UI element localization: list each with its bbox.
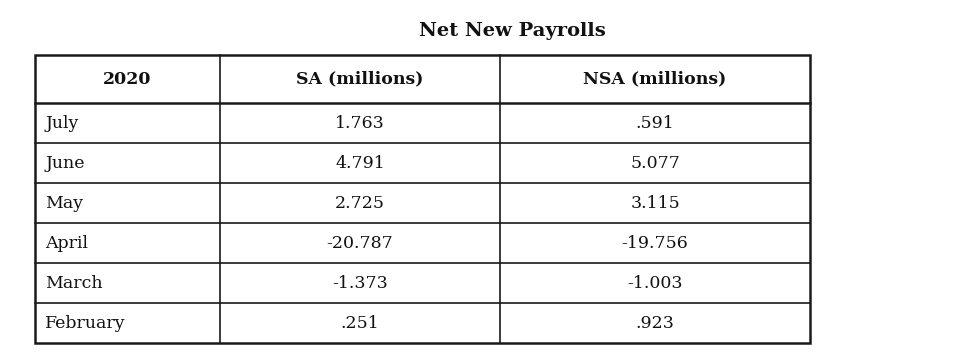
Text: April: April: [45, 234, 88, 252]
Text: -1.003: -1.003: [627, 274, 683, 292]
Text: March: March: [45, 274, 103, 292]
Text: Net New Payrolls: Net New Payrolls: [419, 22, 606, 40]
Text: SA (millions): SA (millions): [297, 71, 423, 87]
Text: 1.763: 1.763: [335, 115, 385, 131]
Text: .591: .591: [636, 115, 674, 131]
Text: .251: .251: [341, 314, 379, 332]
Text: February: February: [45, 314, 126, 332]
Text: July: July: [45, 115, 79, 131]
Text: 2020: 2020: [104, 71, 152, 87]
Text: -1.373: -1.373: [332, 274, 388, 292]
Text: 3.115: 3.115: [630, 194, 680, 211]
Text: June: June: [45, 154, 84, 171]
Text: -20.787: -20.787: [326, 234, 394, 252]
Text: 2.725: 2.725: [335, 194, 385, 211]
Text: NSA (millions): NSA (millions): [584, 71, 727, 87]
Bar: [35, 55, 810, 343]
Text: .923: .923: [636, 314, 675, 332]
Text: May: May: [45, 194, 84, 211]
Text: 5.077: 5.077: [630, 154, 680, 171]
Text: -19.756: -19.756: [622, 234, 688, 252]
Text: 4.791: 4.791: [335, 154, 385, 171]
